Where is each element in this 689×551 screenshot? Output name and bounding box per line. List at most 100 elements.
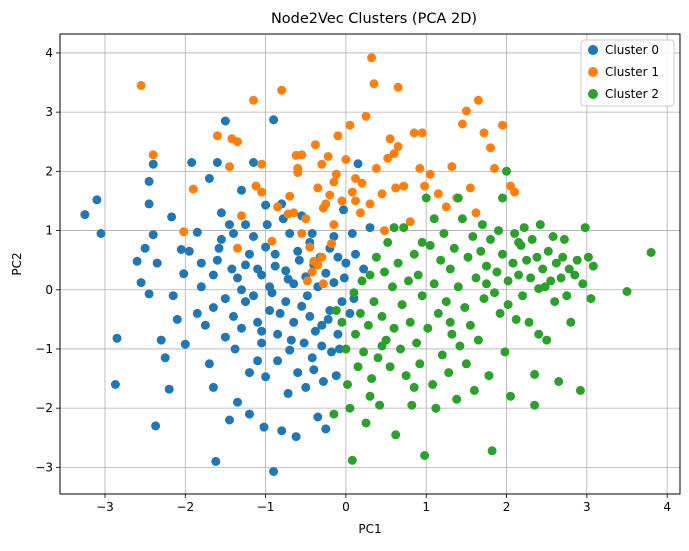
point-cluster-2 <box>385 362 395 372</box>
point-cluster-0 <box>275 308 285 318</box>
point-cluster-0 <box>233 273 242 283</box>
point-cluster-2 <box>396 344 405 354</box>
point-cluster-0 <box>110 380 120 389</box>
point-cluster-2 <box>405 317 415 327</box>
point-cluster-0 <box>281 266 291 276</box>
point-cluster-0 <box>257 326 267 336</box>
point-cluster-1 <box>251 181 261 191</box>
point-cluster-2 <box>583 252 593 262</box>
point-cluster-0 <box>317 341 327 351</box>
point-cluster-2 <box>433 308 443 318</box>
point-cluster-0 <box>220 294 230 304</box>
point-cluster-1 <box>351 196 360 206</box>
point-cluster-0 <box>156 335 166 345</box>
point-cluster-1 <box>409 128 419 138</box>
point-cluster-1 <box>233 137 242 147</box>
point-cluster-0 <box>148 230 158 240</box>
point-cluster-1 <box>329 220 339 230</box>
point-cluster-2 <box>436 255 446 265</box>
point-cluster-0 <box>180 339 190 349</box>
point-cluster-0 <box>285 345 295 355</box>
point-cluster-2 <box>383 237 393 247</box>
chart-title: Node2Vec Clusters (PCA 2D) <box>271 11 477 27</box>
point-cluster-2 <box>407 400 417 410</box>
point-cluster-1 <box>285 191 295 201</box>
point-cluster-1 <box>393 142 403 151</box>
point-cluster-2 <box>417 291 427 301</box>
point-cluster-1 <box>405 217 415 227</box>
point-cluster-2 <box>572 255 582 265</box>
point-cluster-1 <box>273 202 283 212</box>
point-cluster-0 <box>196 258 206 268</box>
point-cluster-2 <box>494 226 503 236</box>
point-cluster-2 <box>473 335 483 345</box>
point-cluster-2 <box>361 418 371 428</box>
point-cluster-2 <box>484 371 494 381</box>
point-cluster-0 <box>283 274 293 284</box>
point-cluster-0 <box>151 421 161 431</box>
point-cluster-2 <box>371 252 381 262</box>
point-cluster-0 <box>225 415 234 425</box>
point-cluster-0 <box>184 246 194 256</box>
point-cluster-2 <box>425 240 435 250</box>
point-cluster-1 <box>313 183 323 193</box>
point-cluster-2 <box>409 382 419 392</box>
point-cluster-2 <box>477 220 487 230</box>
x-tick-label: −3 <box>96 500 114 514</box>
point-cluster-2 <box>377 311 387 321</box>
point-cluster-0 <box>321 268 331 278</box>
point-cluster-2 <box>622 287 632 296</box>
point-cluster-1 <box>471 208 481 218</box>
point-cluster-2 <box>514 270 524 280</box>
point-cluster-1 <box>361 111 371 121</box>
legend-marker-cluster-0 <box>588 45 598 55</box>
point-cluster-1 <box>327 239 336 249</box>
point-cluster-2 <box>347 455 357 465</box>
point-cluster-0 <box>351 249 360 259</box>
x-tick-label: 4 <box>663 500 671 514</box>
legend-box <box>580 39 675 107</box>
point-cluster-1 <box>297 229 307 238</box>
point-cluster-2 <box>578 279 588 289</box>
point-cluster-0 <box>269 467 279 476</box>
point-cluster-1 <box>371 163 381 173</box>
point-cluster-2 <box>465 320 475 330</box>
point-cluster-0 <box>291 432 301 442</box>
point-cluster-0 <box>249 232 258 241</box>
point-cluster-1 <box>325 190 335 200</box>
point-cluster-2 <box>437 350 447 360</box>
point-cluster-0 <box>80 210 90 220</box>
point-cluster-1 <box>317 252 327 262</box>
point-cluster-0 <box>132 256 142 266</box>
point-cluster-2 <box>445 264 455 274</box>
point-cluster-1 <box>333 131 343 141</box>
point-cluster-2 <box>566 317 576 327</box>
x-tick-label: 0 <box>342 500 350 514</box>
point-cluster-2 <box>554 377 564 386</box>
point-cluster-0 <box>179 269 189 279</box>
point-cluster-2 <box>421 193 431 203</box>
point-cluster-0 <box>253 317 263 327</box>
point-cluster-0 <box>301 382 311 392</box>
point-cluster-0 <box>333 252 343 262</box>
point-cluster-0 <box>302 291 312 301</box>
point-cluster-1 <box>329 177 339 187</box>
point-cluster-2 <box>391 430 401 440</box>
point-cluster-1 <box>257 187 267 197</box>
point-cluster-2 <box>562 291 572 301</box>
point-cluster-2 <box>460 303 470 312</box>
point-cluster-0 <box>273 329 283 339</box>
point-cluster-0 <box>220 332 230 342</box>
point-cluster-2 <box>503 300 513 310</box>
point-cluster-0 <box>196 282 206 292</box>
point-cluster-0 <box>204 359 214 369</box>
point-cluster-2 <box>532 252 542 262</box>
point-cluster-0 <box>92 195 102 205</box>
point-cluster-0 <box>365 223 375 233</box>
point-cluster-1 <box>225 162 234 172</box>
point-cluster-1 <box>341 155 351 164</box>
x-tick-label: 1 <box>422 500 430 514</box>
point-cluster-0 <box>249 158 258 167</box>
point-cluster-0 <box>192 308 202 318</box>
point-cluster-2 <box>380 267 389 277</box>
